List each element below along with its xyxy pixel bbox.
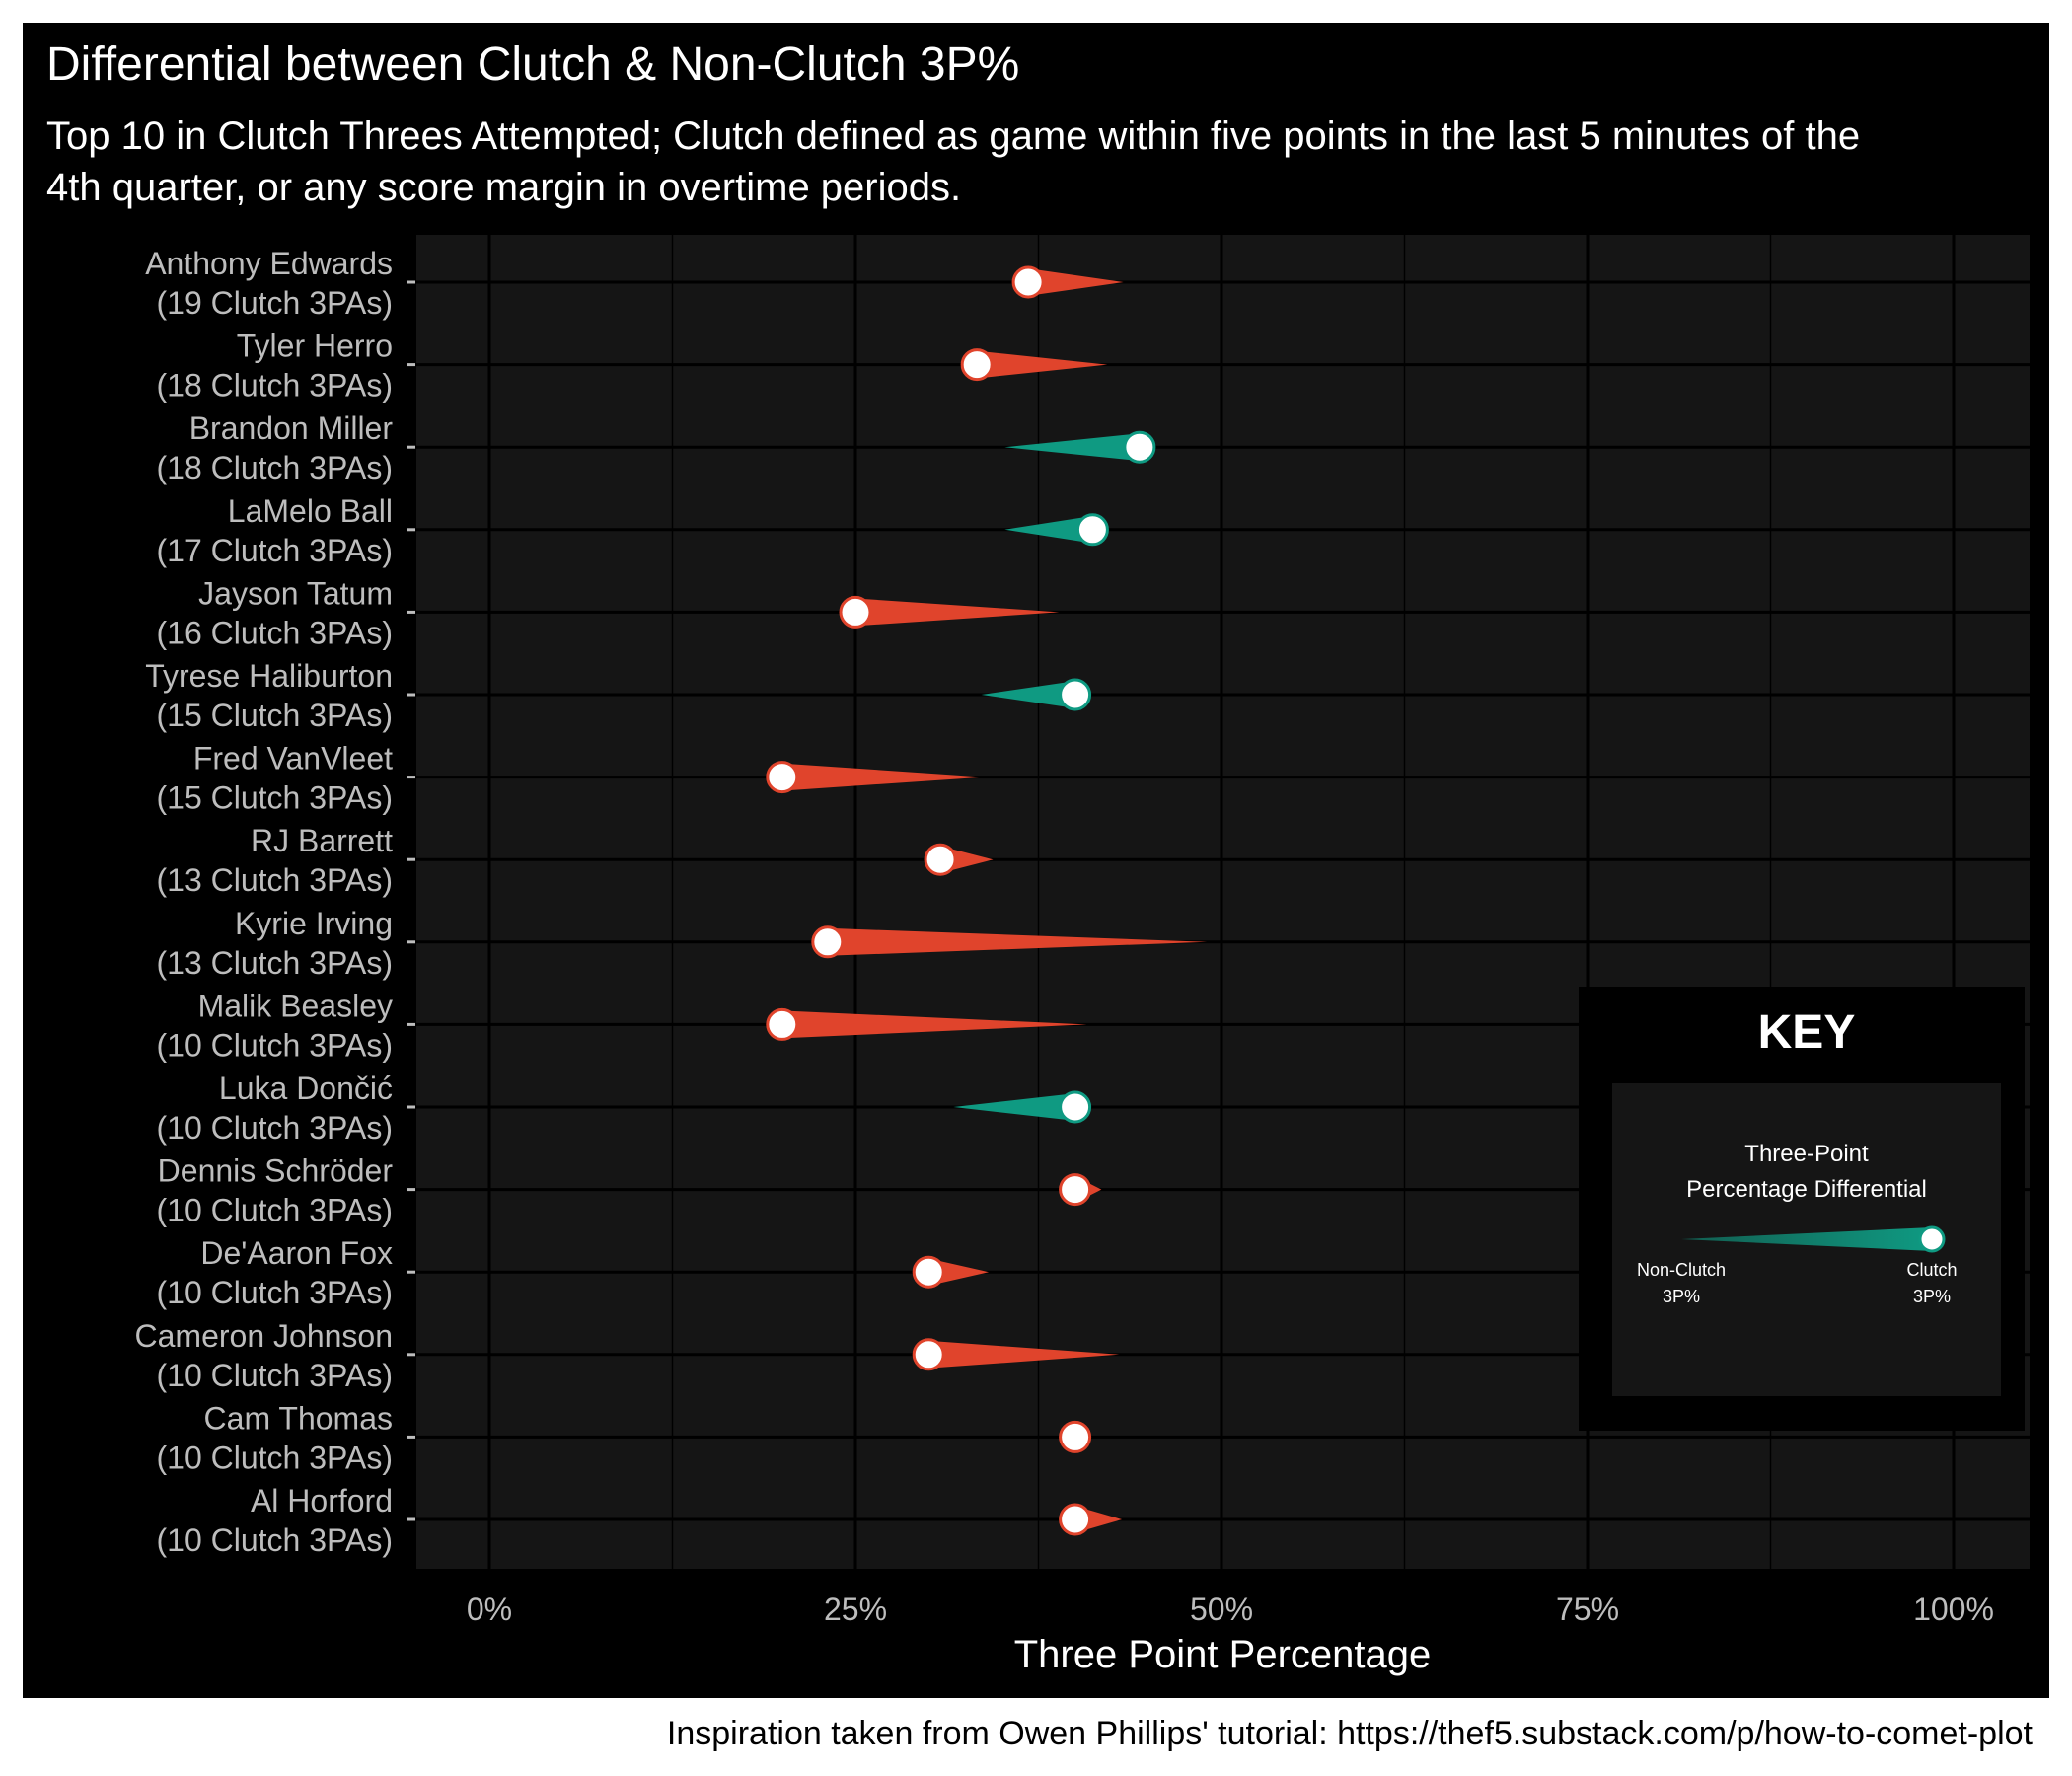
y-tick-label-player: Malik Beasley: [198, 988, 393, 1023]
comets: [766, 265, 1208, 1536]
legend-key: KEY Three-Point Percentage Differential …: [1579, 987, 2025, 1431]
key-left-label-line1: Non-Clutch: [1637, 1260, 1726, 1280]
y-tick-label-attempts: (10 Clutch 3PAs): [157, 1110, 394, 1146]
chart-subtitle: Top 10 in Clutch Threes Attempted; Clutc…: [46, 114, 1861, 209]
comet-head: [1059, 1420, 1092, 1453]
caption: Inspiration taken from Owen Phillips' tu…: [666, 1715, 2033, 1752]
y-tick-label-player: Jayson Tatum: [198, 575, 393, 611]
y-tick-label-attempts: (10 Clutch 3PAs): [157, 1027, 394, 1063]
comet-tail: [780, 763, 985, 791]
x-tick-label: 50%: [1190, 1591, 1253, 1627]
comet-tail: [854, 598, 1060, 627]
y-tick-label-player: De'Aaron Fox: [200, 1235, 393, 1271]
y-tick-label-player: RJ Barrett: [251, 823, 393, 858]
key-left-label-line2: 3P%: [1663, 1287, 1700, 1306]
comet-tail: [976, 350, 1108, 379]
key-heading-line1: Three-Point: [1744, 1141, 1869, 1167]
comet-head: [960, 348, 994, 382]
x-tick-label: 100%: [1913, 1591, 1994, 1627]
comet-tail: [1027, 268, 1124, 296]
comet-head: [1123, 430, 1156, 464]
y-tick-label-attempts: (13 Clutch 3PAs): [157, 945, 394, 981]
y-tick-label-player: Dennis Schröder: [158, 1153, 394, 1189]
x-tick-label: 0%: [467, 1591, 512, 1627]
comet-tail: [1004, 515, 1094, 544]
y-tick-label-player: Brandon Miller: [189, 410, 394, 446]
key-comet-tail: [1681, 1227, 1932, 1251]
y-tick-label-attempts: (18 Clutch 3PAs): [157, 450, 394, 485]
key-right-label-line1: Clutch: [1906, 1260, 1957, 1280]
x-tick-label: 75%: [1556, 1591, 1619, 1627]
x-axis-title: Three Point Percentage: [1014, 1633, 1431, 1676]
comet-head: [924, 843, 957, 876]
comet-head: [1075, 513, 1109, 547]
key-right-label-line2: 3P%: [1913, 1287, 1951, 1306]
chart-title: Differential between Clutch & Non-Clutch…: [46, 38, 1020, 91]
y-tick-label-attempts: (10 Clutch 3PAs): [157, 1440, 394, 1475]
comet-head: [1059, 678, 1092, 711]
comet-tail: [953, 1093, 1076, 1121]
y-tick-label-attempts: (16 Clutch 3PAs): [157, 615, 394, 650]
comet-head: [912, 1255, 945, 1289]
y-tick-label-player: LaMelo Ball: [228, 493, 393, 529]
y-tick-label-attempts: (10 Clutch 3PAs): [157, 1275, 394, 1310]
y-tick-label-player: Anthony Edwards: [145, 246, 393, 281]
y-tick-label-attempts: (17 Clutch 3PAs): [157, 533, 394, 568]
y-tick-label-player: Luka Dončić: [219, 1071, 393, 1106]
y-tick-label-player: Kyrie Irving: [235, 906, 393, 941]
comet-head: [766, 761, 799, 794]
comet-head: [1059, 1090, 1092, 1124]
y-tick-label-attempts: (15 Clutch 3PAs): [157, 698, 394, 733]
key-comet-head: [1918, 1225, 1946, 1253]
key-heading-line2: Percentage Differential: [1686, 1176, 1927, 1203]
y-tick-label-attempts: (18 Clutch 3PAs): [157, 368, 394, 404]
y-tick-label-player: Cam Thomas: [204, 1400, 393, 1436]
y-tick-label-player: Al Horford: [251, 1483, 393, 1518]
comet-head: [912, 1338, 945, 1371]
comet-tail: [826, 927, 1208, 956]
axes: 0% 25% 50% 75% 100% Anthony Edwards (19 Clutch…: [135, 246, 1994, 1627]
y-tick-label-attempts: (10 Clutch 3PAs): [157, 1522, 394, 1558]
key-title: KEY: [1758, 1006, 1856, 1059]
y-tick-label-player: Tyrese Haliburton: [145, 658, 393, 694]
comet-tail: [927, 1340, 1120, 1369]
y-tick-label-attempts: (19 Clutch 3PAs): [157, 285, 394, 321]
y-tick-label-player: Tyler Herro: [237, 329, 393, 364]
comet-tail: [780, 1010, 1087, 1039]
comet-head: [1059, 1173, 1092, 1207]
comet-tail: [981, 681, 1076, 708]
y-tick-label-attempts: (15 Clutch 3PAs): [157, 780, 394, 816]
comet-tail: [1004, 433, 1141, 462]
comet-head: [839, 595, 872, 629]
comet-head: [1059, 1503, 1092, 1536]
y-tick-label-attempts: (13 Clutch 3PAs): [157, 862, 394, 898]
y-tick-label-player: Fred VanVleet: [193, 741, 393, 777]
y-tick-label-attempts: (10 Clutch 3PAs): [157, 1358, 394, 1393]
comet-head: [1011, 265, 1045, 299]
y-tick-label-player: Cameron Johnson: [135, 1318, 393, 1354]
comet-head: [766, 1007, 799, 1041]
y-tick-label-attempts: (10 Clutch 3PAs): [157, 1193, 394, 1228]
x-tick-label: 25%: [824, 1591, 887, 1627]
comet-head: [811, 925, 845, 959]
